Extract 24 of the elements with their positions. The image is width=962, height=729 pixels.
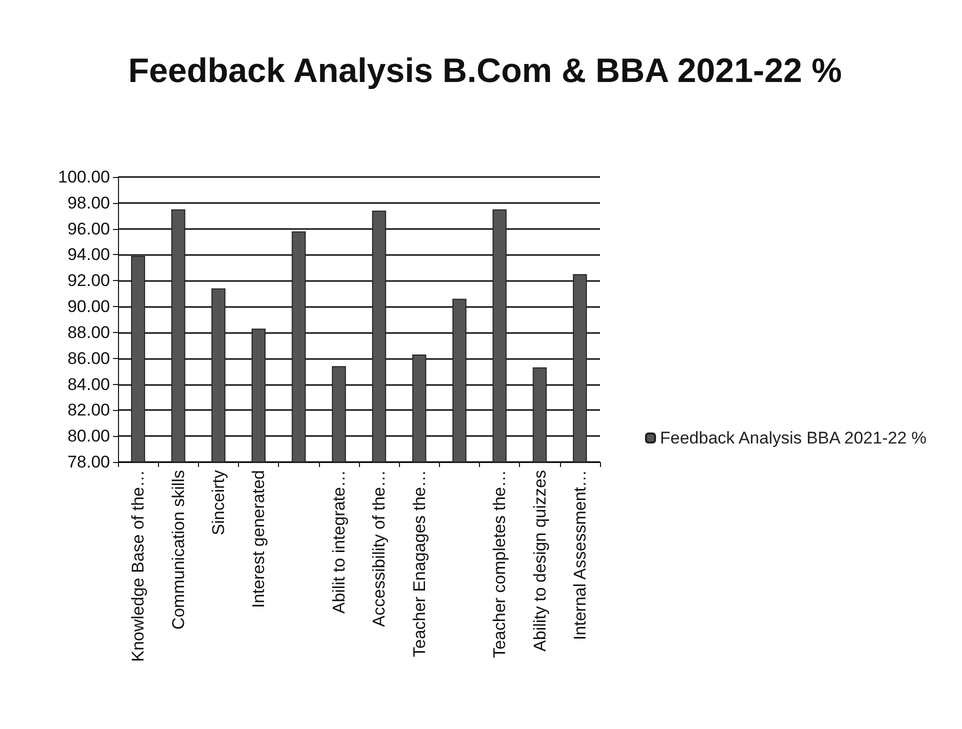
y-tick-label: 78.00 [67,452,110,472]
y-tick-label: 88.00 [67,322,110,342]
y-tick-label: 96.00 [67,219,110,238]
y-tick-label: 92.00 [67,271,110,290]
x-tick-label: Abilit to integrate… [329,470,348,614]
x-tick-label: Accessibility of the… [370,470,389,627]
y-tick-label: 94.00 [67,245,110,264]
y-tick-label: 98.00 [67,193,110,212]
chart-title: Feedback Analysis B.Com & BBA 2021-22 % [128,52,842,90]
x-tick-label: Teacher completes the… [490,470,510,658]
y-tick-label: 86.00 [67,348,110,368]
y-tick-label: 90.00 [67,297,110,316]
x-tick-label: Knowledge Base of the… [128,470,148,662]
y-tick-label: 80.00 [67,426,110,446]
legend-label: Feedback Analysis BBA 2021-22 % [660,428,926,448]
x-tick-label: Ability to design quizzes [530,470,550,652]
y-tick-label: 84.00 [67,374,110,394]
y-tick-label: 100.00 [58,168,110,186]
x-tick-label: Internal Assessment… [570,470,590,640]
x-tick-label: Interest generated [249,470,268,608]
x-tick-label: Teacher Enagages the… [410,470,429,658]
y-tick-label: 82.00 [67,400,110,420]
x-tick-label: Communication skills [168,470,188,630]
x-tick-label: Sinceirty [208,470,228,536]
